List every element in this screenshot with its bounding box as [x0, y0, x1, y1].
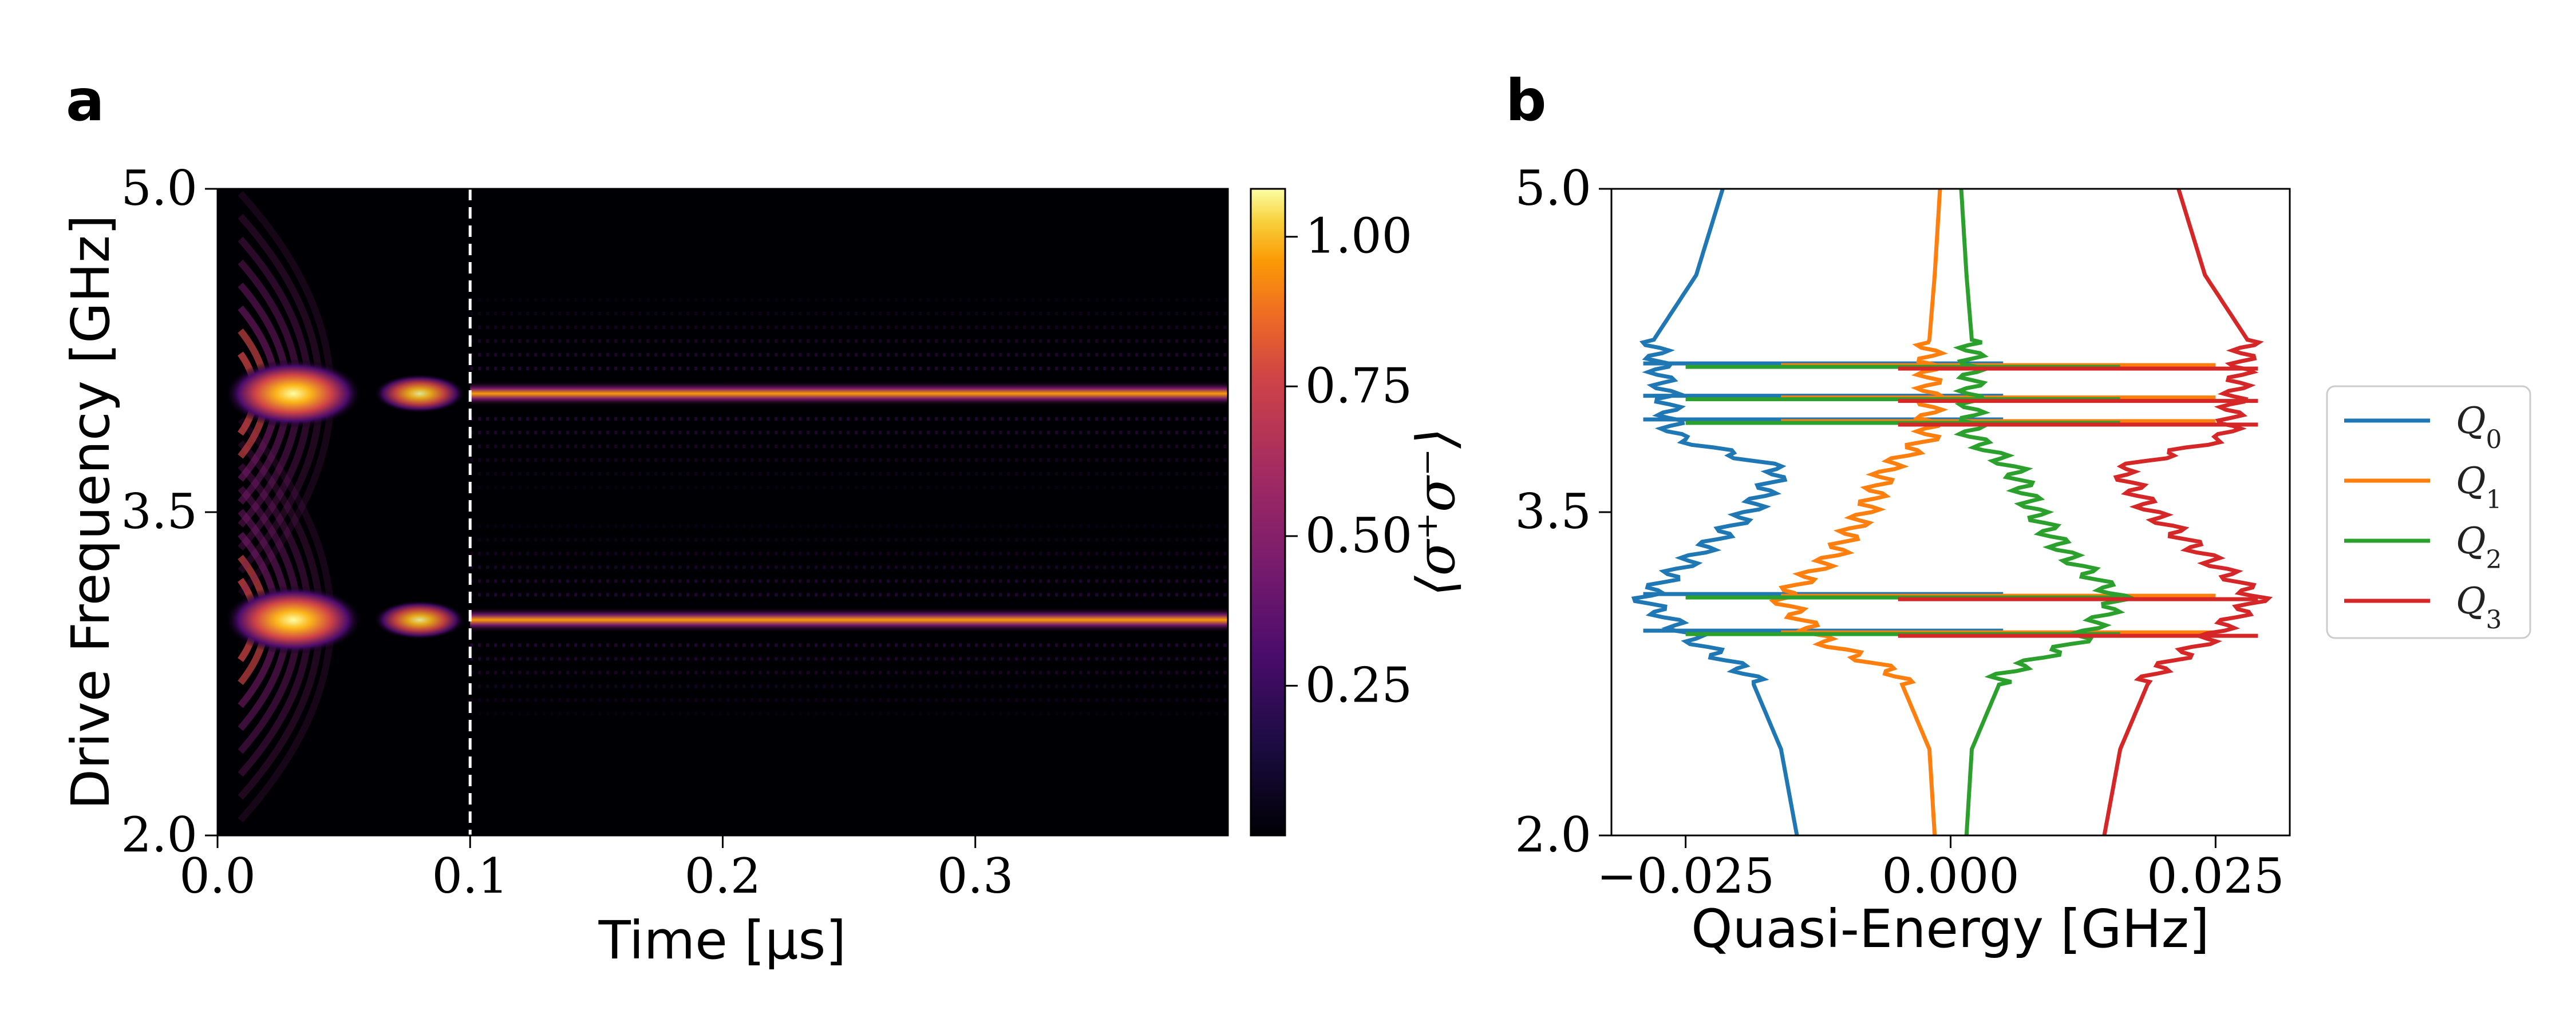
colorbar-tick-label: 0.25: [1305, 657, 1412, 713]
panel-b-xlabel: Quasi-Energy [GHz]: [1691, 898, 2210, 960]
panel-a-xlabel: Time [μs]: [598, 910, 847, 971]
y-tick-label: 5.0: [121, 160, 197, 216]
hotspot: [224, 585, 362, 655]
legend-subscript: 2: [2486, 545, 2502, 575]
heatmap-panel-a: [218, 189, 1228, 835]
x-tick-label: 0.000: [1882, 848, 2019, 904]
series-line-q1: [1769, 189, 1949, 835]
series-line-q2: [1953, 189, 2139, 835]
colorbar-tick-label: 1.00: [1305, 208, 1412, 264]
x-tick-label: 0.3: [937, 848, 1014, 904]
panel-a-ylabel: Drive Frequency [GHz]: [60, 215, 121, 810]
y-tick-label: 3.5: [1515, 484, 1591, 540]
hotspot: [224, 359, 362, 428]
resonance-band: [470, 381, 1228, 406]
hotspot: [374, 374, 465, 413]
resonance-band: [470, 607, 1228, 633]
colorbar-tick-label: 0.75: [1305, 358, 1412, 414]
series-line-q3: [2102, 189, 2273, 835]
colorbar-label: ⟨σ⁺σ⁻⟩: [1405, 428, 1467, 597]
legend-subscript: 1: [2486, 485, 2502, 514]
y-tick-label: 2.0: [121, 807, 197, 863]
colorbar: [1250, 188, 1286, 837]
y-tick-label: 5.0: [1515, 160, 1591, 216]
x-tick-label: 0.1: [432, 848, 508, 904]
colorbar-tick-label: 0.50: [1305, 508, 1412, 564]
series-line-q0: [1631, 189, 1799, 835]
legend-frame: [2326, 385, 2531, 639]
panel-label-b: b: [1506, 67, 1547, 134]
hotspot: [374, 600, 465, 640]
panel-label-a: a: [66, 67, 104, 134]
x-tick-label: 0.0: [179, 848, 256, 904]
panel-b-plot-area: [1611, 189, 2290, 835]
legend-subscript: 0: [2486, 425, 2502, 454]
y-tick-label: 2.0: [1515, 807, 1591, 863]
x-tick-label: −0.025: [1597, 848, 1775, 904]
legend-subscript: 3: [2486, 605, 2502, 635]
heatmap-background: [218, 189, 1228, 835]
x-tick-label: 0.2: [685, 848, 761, 904]
y-tick-label: 3.5: [121, 484, 197, 540]
x-tick-label: 0.025: [2147, 848, 2284, 904]
